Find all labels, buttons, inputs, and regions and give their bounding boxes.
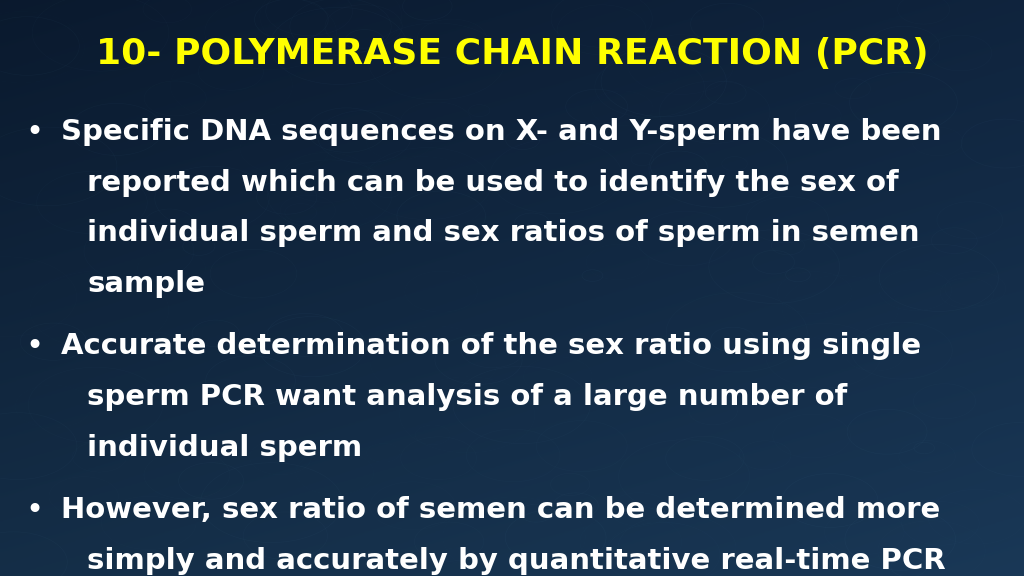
Text: 10- POLYMERASE CHAIN REACTION (PCR): 10- POLYMERASE CHAIN REACTION (PCR) bbox=[95, 37, 929, 71]
Text: sample: sample bbox=[87, 270, 205, 298]
Text: •: • bbox=[26, 496, 44, 525]
Text: individual sperm and sex ratios of sperm in semen: individual sperm and sex ratios of sperm… bbox=[87, 219, 920, 248]
Text: reported which can be used to identify the sex of: reported which can be used to identify t… bbox=[87, 169, 899, 197]
Text: Accurate determination of the sex ratio using single: Accurate determination of the sex ratio … bbox=[61, 332, 922, 361]
Text: •: • bbox=[26, 118, 44, 147]
Text: simply and accurately by quantitative real-time PCR: simply and accurately by quantitative re… bbox=[87, 547, 946, 575]
Text: Specific DNA sequences on X- and Y-sperm have been: Specific DNA sequences on X- and Y-sperm… bbox=[61, 118, 942, 146]
Text: However, sex ratio of semen can be determined more: However, sex ratio of semen can be deter… bbox=[61, 496, 941, 524]
Text: individual sperm: individual sperm bbox=[87, 434, 362, 462]
Text: sperm PCR want analysis of a large number of: sperm PCR want analysis of a large numbe… bbox=[87, 383, 847, 411]
Text: •: • bbox=[26, 332, 44, 361]
